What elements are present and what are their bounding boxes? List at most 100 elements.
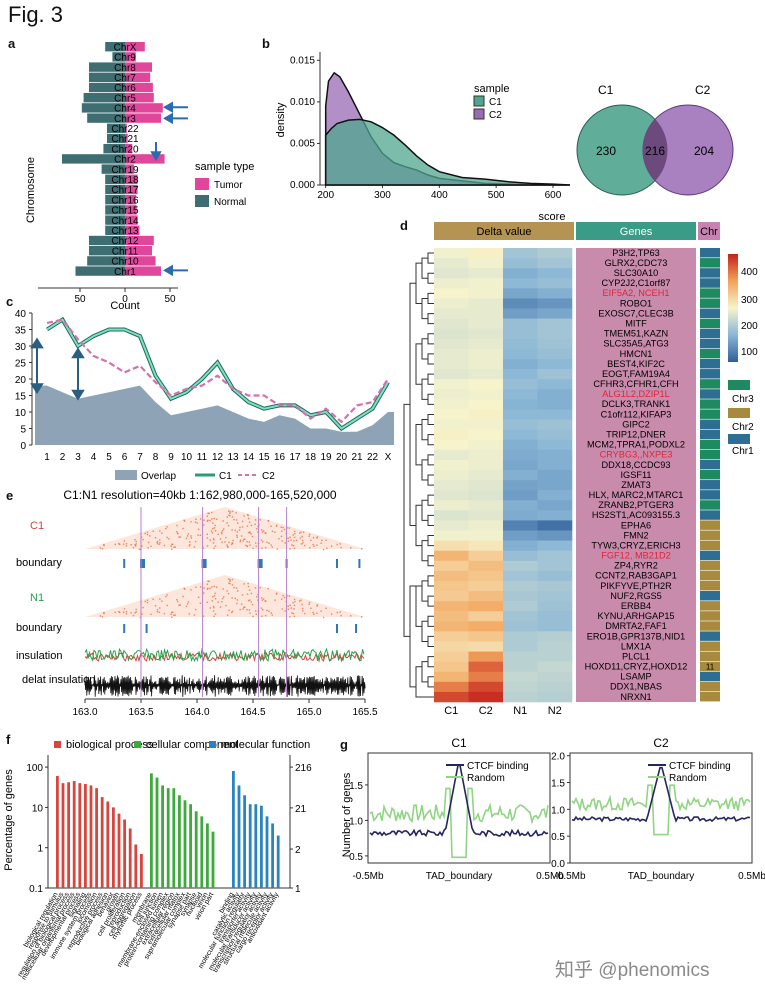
e-hic-n1-dot-128	[360, 616, 363, 618]
e-hic-n1-dot-127	[139, 616, 142, 619]
e-hic-c1-dot-0	[264, 546, 267, 549]
e-hic-c1-dot-208	[134, 538, 136, 541]
d-chr-cell-31	[700, 560, 720, 571]
c-xtick-15: 15	[258, 452, 270, 463]
c-legend-c2: C2	[262, 471, 275, 482]
d-cell-r41-c1	[434, 661, 469, 673]
e-hic-c1-dot-49	[259, 519, 261, 521]
g-xtick-mid-0: TAD_boundary	[426, 871, 493, 882]
d-chr-cell-15	[700, 399, 720, 409]
f-bar-mf-3	[248, 804, 252, 888]
a-bar-tumor-chr1	[125, 266, 161, 276]
e-hic-n1-dot-173	[215, 586, 218, 588]
f-bar-bp-15	[140, 853, 143, 888]
e-hic-c1-dot-215	[211, 511, 213, 514]
e-hic-c1-dot-210	[254, 523, 256, 525]
c-arrow-3-head-top	[71, 347, 85, 359]
e-hic-n1-dot-168	[190, 589, 192, 591]
e-hic-n1-dot-50	[194, 608, 197, 611]
d-cell-r10-c2	[468, 348, 504, 360]
d-cell-r26-c1	[434, 510, 469, 521]
e-hic-c1-dot-184	[304, 544, 306, 547]
f-bar-cc-0	[150, 773, 153, 888]
d-gene-row-39: LMX1A	[621, 641, 652, 651]
d-cell-r29-n1	[503, 540, 538, 551]
d-cell-r12-c1	[434, 369, 469, 380]
e-hic-c1-dot-36	[229, 514, 231, 517]
d-header-genes-bg	[576, 222, 696, 240]
e-hic-c1-dot-219	[149, 535, 151, 537]
e-hic-c1-dot-206	[220, 531, 223, 534]
d-cell-r27-n2	[537, 520, 573, 531]
e-hic-n1-dot-47	[212, 610, 215, 612]
e-hic-c1-dot-81	[195, 518, 197, 520]
d-chr-cell-label: 11	[706, 663, 715, 672]
d-cell-r14-n2	[537, 389, 573, 400]
d-cell-r0-c1	[434, 248, 469, 259]
d-gene-row-30: FGF12, MB21D2	[601, 551, 670, 561]
c-xtick-5: 5	[106, 452, 112, 463]
e-xtick-2: 164.0	[184, 707, 209, 718]
a-bar-tumor-chr3	[125, 113, 161, 123]
a-bar-normal-chr19	[101, 164, 125, 174]
f-bar-mf-1	[237, 785, 241, 888]
e-hic-c1-dot-189	[301, 535, 303, 538]
e-hic-n1-dot-1	[206, 588, 209, 590]
e-insul-n1	[84, 651, 365, 663]
e-hic-n1-dot-132	[257, 593, 259, 596]
d-cell-r35-n1	[503, 601, 538, 612]
e-hic-n1-dot-70	[294, 600, 296, 603]
d-cell-r8-c1	[434, 328, 469, 340]
d-header-genes: Genes	[620, 226, 653, 238]
e-hic-c1-dot-182	[231, 516, 234, 518]
e-hic-n1-dot-38	[316, 604, 319, 606]
e-hic-c1-dot-223	[249, 532, 251, 534]
d-cell-r17-n2	[537, 419, 573, 430]
e-hic-c1-dot-159	[229, 511, 231, 513]
d-cell-r1-c1	[434, 258, 469, 269]
d-chr-cell-27	[700, 520, 720, 530]
e-hic-n1-dot-110	[213, 615, 215, 617]
e-hic-n1-dot-131	[262, 609, 264, 611]
d-gene-row-22: IGSF11	[621, 470, 652, 480]
c-ytick-10: 10	[15, 408, 27, 419]
e-hic-c1-dot-73	[227, 524, 230, 527]
d-cell-r34-c2	[468, 591, 504, 602]
d-chr-legend-swatch-chr1	[728, 434, 750, 444]
d-cell-r4-n1	[503, 288, 538, 299]
e-hic-c1-dot-204	[147, 541, 150, 544]
d-colorbar-300: 300	[741, 295, 758, 306]
e-hic-n1-dot-102	[209, 587, 211, 590]
c-xtick-9: 9	[168, 452, 174, 463]
g-legend-random-1: Random	[669, 773, 707, 784]
d-cell-r13-c1	[434, 379, 469, 390]
e-hic-n1-dot-15	[243, 583, 245, 585]
e-hic-c1-dot-4	[274, 531, 276, 533]
d-cell-r14-c2	[468, 389, 504, 400]
e-hic-n1-dot-164	[208, 580, 210, 583]
f-bar-cc-8	[194, 811, 198, 888]
d-cell-r5-n2	[537, 298, 573, 309]
panel-a-chart: ChrXChr9Chr8Chr7Chr6Chr5Chr4Chr3Chr22Chr…	[25, 42, 254, 312]
d-gene-row-34: NUF2,RGS5	[610, 591, 662, 601]
d-cell-r23-n1	[503, 480, 538, 491]
d-cell-r33-c2	[468, 580, 504, 592]
e-hic-c1-dot-152	[159, 539, 161, 541]
e-hic-c1-dot-98	[330, 545, 333, 547]
e-hic-c1-dot-174	[237, 522, 239, 524]
a-bar-tumor-chr4	[125, 103, 163, 113]
e-hic-c1-dot-138	[134, 544, 136, 546]
e-hic-c1-dot-135	[103, 543, 105, 546]
d-cell-r30-n1	[503, 550, 538, 562]
e-hic-c1-dot-172	[254, 542, 257, 544]
g-xtick-right-0: 0.5Mb	[536, 871, 564, 882]
d-cell-r10-n1	[503, 348, 538, 360]
g-legend-ctcf-0: CTCF binding	[467, 761, 529, 772]
e-hic-c1-dot-69	[206, 533, 208, 536]
e-hic-n1-dot-149	[221, 597, 224, 600]
e-hic-n1-dot-163	[185, 605, 188, 607]
e-hic-c1-dot-66	[199, 518, 202, 520]
d-cell-r1-n1	[503, 258, 538, 269]
e-hic-c1-dot-6	[316, 537, 318, 539]
e-hic-n1-dot-134	[231, 578, 234, 581]
